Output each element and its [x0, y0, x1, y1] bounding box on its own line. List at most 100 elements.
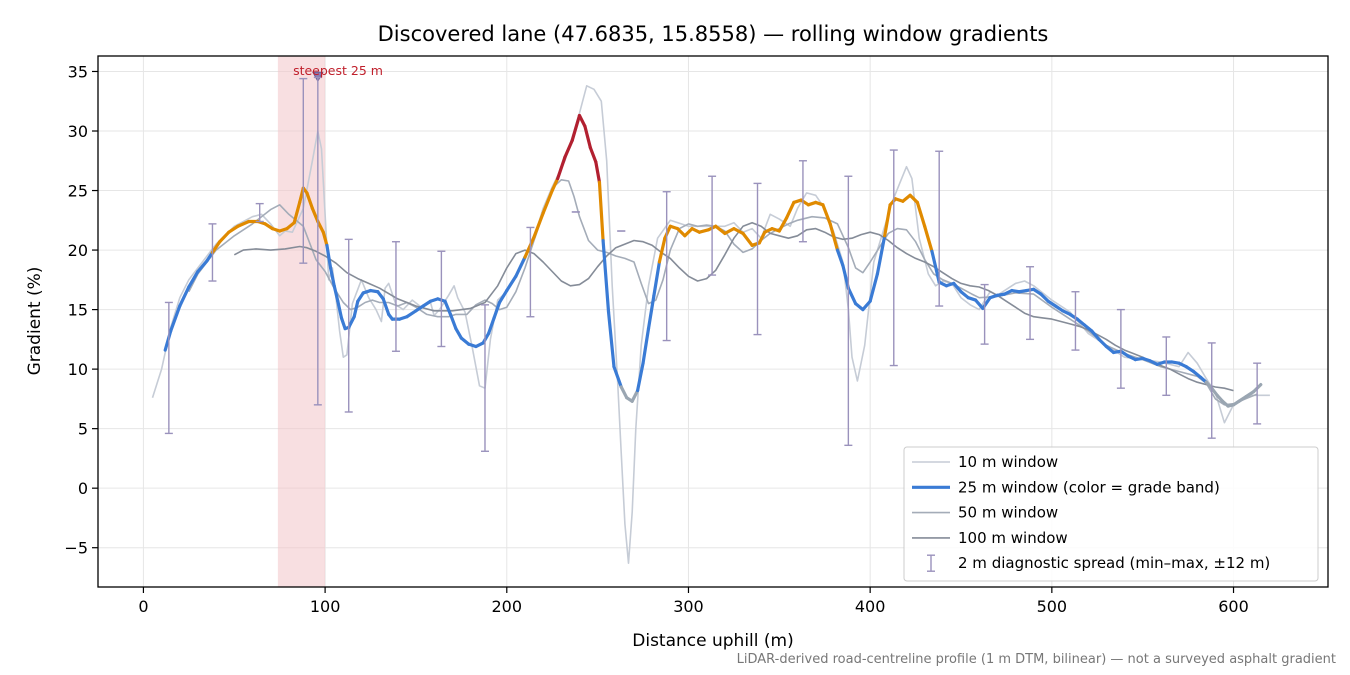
series-25m-segment [1097, 337, 1108, 349]
series-25m-segment [481, 331, 491, 345]
error-bar [1207, 342, 1216, 439]
legend: 10 m window 25 m window (color = grade ba… [903, 446, 1319, 582]
y-tick-label: 20 [68, 241, 88, 260]
series-25m-segment [594, 160, 602, 184]
series-25m-segment [328, 266, 336, 288]
axes: 0 100 200 300 400 500 600 35 30 25 20 15 10 5 0 −5 [64, 55, 1329, 616]
error-bar [1162, 336, 1171, 397]
series-25m-segment [641, 327, 651, 365]
series-25m-segment [454, 327, 463, 340]
error-bar [480, 304, 489, 452]
series-25m-segment [321, 230, 329, 247]
series-25m-segment [841, 263, 850, 290]
series-25m-segment [930, 249, 941, 284]
series-group [151, 85, 1270, 564]
series-25m-segment [448, 312, 458, 331]
y-tick-label: 5 [78, 420, 88, 439]
error-bar [708, 175, 717, 276]
series-25m-segment [583, 124, 592, 150]
series-25m-segment [497, 288, 509, 305]
series-25m-segment [646, 293, 656, 331]
series-25m-segment [381, 297, 391, 316]
y-tick-label: −5 [64, 539, 88, 558]
series-25m-segment [352, 299, 360, 319]
legend-entry: 2 m diagnostic spread (min–max, ±12 m) [927, 554, 1270, 572]
y-tick-label: 30 [68, 122, 88, 141]
series-25m-segment [923, 224, 934, 253]
error-bar [391, 241, 400, 352]
legend-entry: 100 m window [912, 529, 1068, 547]
series-25m-segment [196, 259, 209, 274]
error-bar [662, 191, 671, 342]
legend-entry: 25 m window (color = grade band) [912, 478, 1220, 496]
series-25m-segment [163, 329, 173, 352]
error-bar [255, 202, 264, 223]
error-bars [164, 76, 1262, 452]
y-axis-label: Gradient (%) [25, 267, 45, 376]
x-tick-label: 300 [673, 597, 704, 616]
series-25m-segment [292, 200, 302, 225]
error-bar [844, 175, 853, 447]
series-25m-segment [732, 227, 745, 235]
legend-label: 25 m window (color = grade band) [958, 478, 1220, 496]
series-25m-segment [339, 316, 347, 331]
legend-entry: 50 m window [912, 504, 1058, 522]
error-bar [798, 160, 807, 243]
series-25m-window [163, 113, 1263, 408]
series-25m-segment [683, 227, 694, 238]
error-bar [344, 238, 353, 413]
legend-entry: 10 m window [912, 453, 1058, 471]
x-axis-label: Distance uphill (m) [632, 631, 793, 651]
x-tick-label: 0 [138, 597, 148, 616]
x-tick-label: 100 [310, 597, 341, 616]
series-25m-segment [908, 193, 919, 205]
legend-label: 10 m window [958, 453, 1058, 471]
series-25m-segment [514, 255, 527, 278]
series-25m-segment [846, 286, 858, 306]
series-25m-segment [210, 240, 222, 255]
series-25m-segment [597, 180, 605, 243]
series-25m-segment [550, 177, 560, 193]
series-25m-segment [487, 316, 496, 336]
error-bar [1116, 308, 1125, 389]
y-tick-label: 0 [78, 479, 88, 498]
series-25m-segment [227, 224, 240, 234]
series-25m-segment [741, 231, 754, 247]
series-25m-segment [332, 284, 340, 303]
error-bar [935, 150, 944, 307]
series-25m-segment [218, 230, 231, 244]
series-25m-segment [973, 298, 985, 311]
legend-box [903, 446, 1319, 582]
series-25m-segment [532, 211, 545, 239]
error-bar [889, 149, 898, 367]
series-25m-segment [619, 385, 629, 400]
series-25m-segment [336, 299, 344, 320]
x-tick-label: 200 [492, 597, 523, 616]
error-bar [164, 301, 173, 435]
error-bar [1026, 266, 1035, 341]
series-25m-segment [784, 200, 796, 220]
series-25m-segment [405, 309, 418, 319]
series-25m-segment [541, 188, 554, 215]
series-25m-segment [563, 138, 574, 159]
error-bar [437, 250, 446, 348]
series-25m-segment [777, 216, 789, 233]
y-tick-label: 15 [68, 301, 88, 320]
legend-label: 100 m window [958, 529, 1068, 547]
series-25m-segment [169, 304, 182, 333]
error-bar [299, 77, 308, 264]
series-25m-segment [178, 285, 191, 308]
highlight-label: steepest 25 m [293, 63, 383, 78]
series-25m-segment [305, 191, 314, 210]
y-tick-label: 25 [68, 182, 88, 201]
series-25m-segment [835, 248, 845, 268]
chart-title: Discovered lane (47.6835, 15.8558) — rol… [378, 22, 1049, 46]
series-25m-segment [505, 274, 518, 293]
x-tick-label: 400 [855, 597, 886, 616]
error-bar [313, 76, 322, 406]
series-25m-segment [612, 365, 623, 389]
series-25m-segment [316, 219, 325, 234]
series-25m-segment [492, 300, 502, 320]
series-25m-segment [868, 272, 880, 303]
footnote: LiDAR-derived road-centreline profile (1… [736, 652, 1336, 667]
